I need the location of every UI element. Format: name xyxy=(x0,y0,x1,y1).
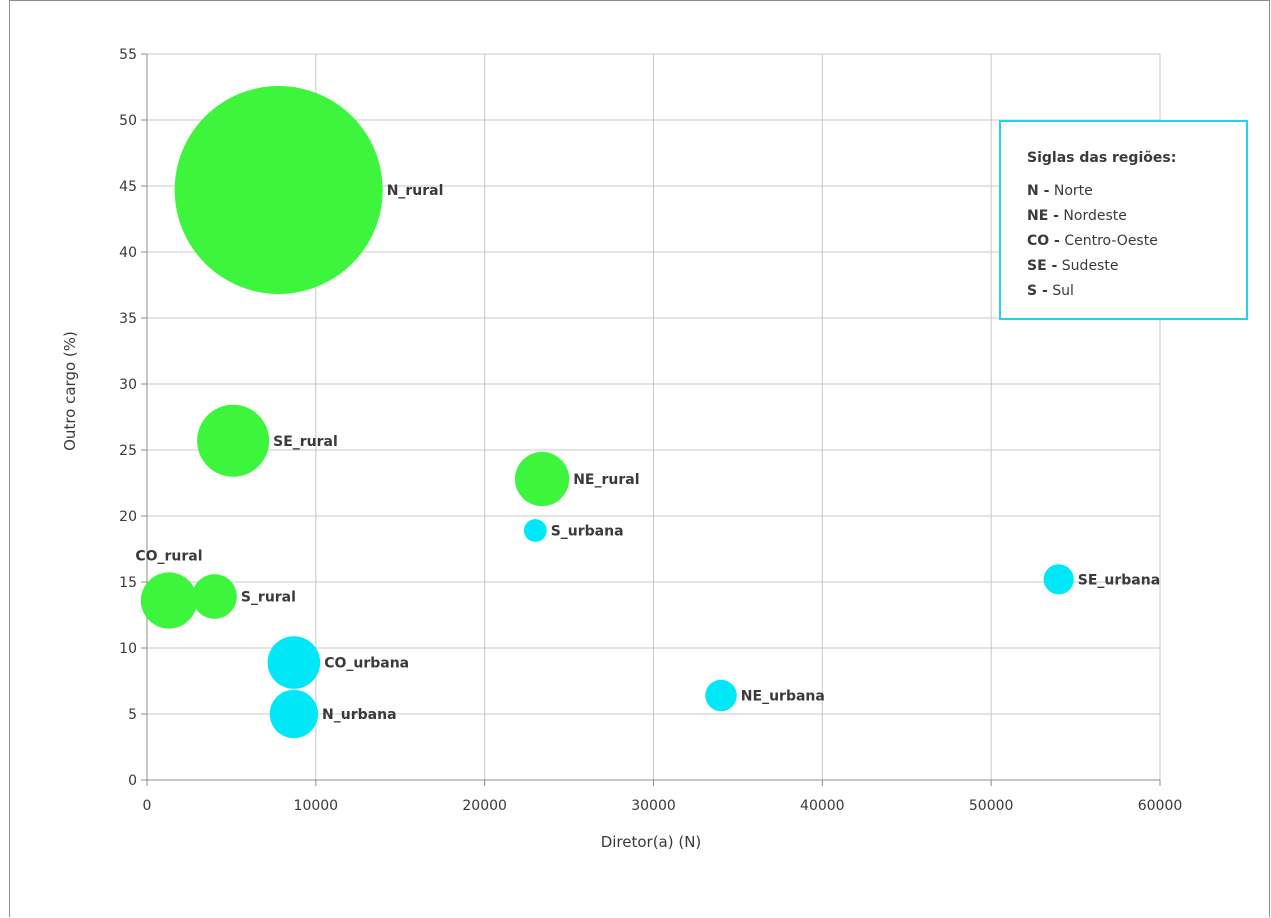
y-tick-label: 25 xyxy=(119,443,137,459)
x-tick-label: 0 xyxy=(143,798,152,814)
legend-title: Siglas das regiões: xyxy=(1027,150,1177,166)
bubble-n-urbana xyxy=(269,689,319,739)
legend-item: SE - Sudeste xyxy=(1027,254,1158,279)
bubble-n-rural xyxy=(174,85,383,294)
y-tick-label: 30 xyxy=(119,377,137,393)
bubble-co-urbana xyxy=(267,636,321,689)
legend-abbr: S - xyxy=(1027,283,1048,299)
bubble-s-rural xyxy=(192,574,237,619)
bubble-label: CO_rural xyxy=(135,548,202,564)
legend-item: S - Sul xyxy=(1027,279,1158,304)
bubble-label: NE_urbana xyxy=(741,689,825,705)
x-tick-label: 30000 xyxy=(631,798,676,814)
y-tick-label: 0 xyxy=(128,773,137,789)
bubble-se-urbana xyxy=(1043,564,1074,595)
legend-list: N - Norte NE - Nordeste CO - Centro-Oest… xyxy=(1027,179,1158,304)
legend-region: Nordeste xyxy=(1063,208,1127,224)
y-axis-title: Outro cargo (%) xyxy=(61,331,79,451)
legend-item: N - Norte xyxy=(1027,179,1158,204)
y-tick-label: 15 xyxy=(119,575,137,591)
legend: Siglas das regiões: N - Norte NE - Norde… xyxy=(999,120,1248,320)
bubble-label: SE_rural xyxy=(273,434,338,450)
bubble-co-rural xyxy=(140,572,198,629)
x-tick-label: 60000 xyxy=(1138,798,1183,814)
legend-abbr: NE - xyxy=(1027,208,1059,224)
legend-abbr: CO - xyxy=(1027,233,1060,249)
legend-abbr: N - xyxy=(1027,183,1050,199)
bubble-ne-rural xyxy=(514,451,570,507)
x-tick-label: 10000 xyxy=(294,798,339,814)
bubbles xyxy=(140,85,1074,739)
legend-item: NE - Nordeste xyxy=(1027,204,1158,229)
x-tick-label: 20000 xyxy=(462,798,507,814)
bubble-label: SE_urbana xyxy=(1078,572,1160,588)
bubble-label: NE_rural xyxy=(573,472,639,488)
legend-region: Norte xyxy=(1053,183,1093,199)
y-tick-label: 45 xyxy=(119,179,137,195)
bubble-se-rural xyxy=(197,404,270,477)
legend-region: Sul xyxy=(1052,283,1074,299)
y-tick-label: 10 xyxy=(119,641,137,657)
y-tick-label: 20 xyxy=(119,509,137,525)
legend-item: CO - Centro-Oeste xyxy=(1027,229,1158,254)
x-tick-label: 50000 xyxy=(969,798,1014,814)
legend-abbr: SE - xyxy=(1027,258,1058,274)
bubble-labels: N_rural SE_rural NE_rural CO_rural S_rural S_… xyxy=(135,183,1160,723)
x-axis-title: Diretor(a) (N) xyxy=(601,833,702,851)
bubble-label: S_urbana xyxy=(551,524,624,540)
x-tick-label: 40000 xyxy=(800,798,845,814)
bubble-chart: 0 5 10 15 20 25 30 35 40 45 50 55 0 10000 20000 30000 40… xyxy=(61,47,1182,851)
bubble-label: CO_urbana xyxy=(324,656,409,672)
bubble-ne-urbana xyxy=(705,679,737,712)
axes: 0 5 10 15 20 25 30 35 40 45 50 55 0 10000 20000 30000 40… xyxy=(119,47,1182,814)
bubble-s-urbana xyxy=(523,519,547,542)
legend-region: Centro-Oeste xyxy=(1064,233,1158,249)
bubble-label: N_urbana xyxy=(322,707,396,723)
y-tick-label: 50 xyxy=(119,113,137,129)
y-tick-label: 55 xyxy=(119,47,137,63)
y-tick-label: 40 xyxy=(119,245,137,261)
bubble-label: S_rural xyxy=(241,590,296,606)
legend-region: Sudeste xyxy=(1061,258,1119,274)
y-tick-label: 35 xyxy=(119,311,137,327)
y-tick-label: 5 xyxy=(128,707,137,723)
bubble-label: N_rural xyxy=(387,183,444,199)
chart-frame: 0 5 10 15 20 25 30 35 40 45 50 55 0 10000 20000 30000 40… xyxy=(9,0,1270,917)
